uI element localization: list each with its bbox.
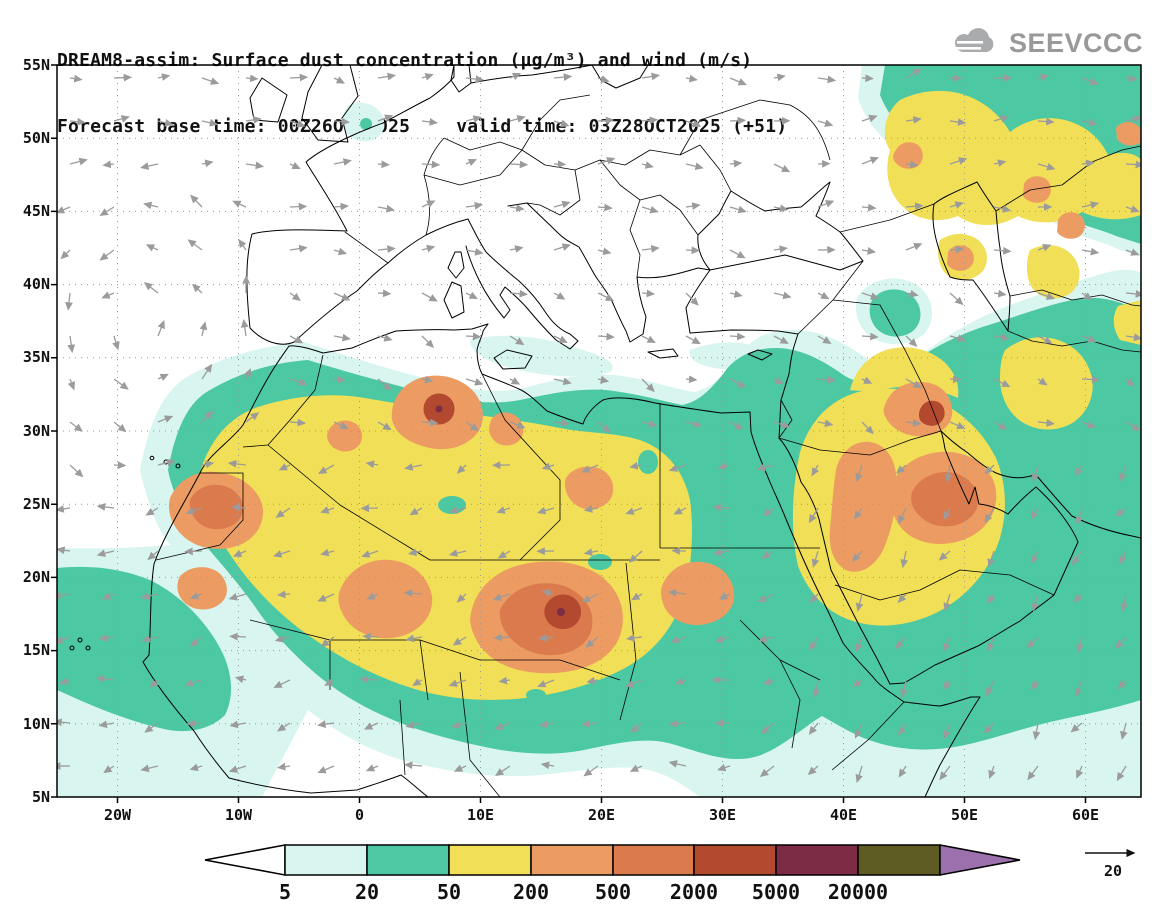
colorbar-label: 2000	[670, 880, 718, 904]
lat-tick-label: 25N	[23, 495, 50, 513]
colorbar-label: 50	[437, 880, 461, 904]
lon-tick-label: 50E	[951, 806, 978, 824]
lon-tick-label: 60E	[1072, 806, 1099, 824]
lat-tick-label: 5N	[32, 788, 50, 806]
lon-tick-label: 10E	[467, 806, 494, 824]
lat-tick-label: 55N	[23, 56, 50, 74]
colorbar-segment-7	[775, 844, 859, 876]
lon-tick-label: 0	[355, 806, 364, 824]
lat-tick-label: 30N	[23, 422, 50, 440]
lon-tick-label: 20W	[104, 806, 132, 824]
wind-reference-value: 20	[1104, 862, 1122, 880]
colorbar-segment-8	[857, 844, 941, 876]
colorbar-label: 20000	[828, 880, 888, 904]
colorbar-over-arrow	[939, 844, 1021, 876]
colorbar: 5 20 50 200 500 2000 5000 20000	[204, 844, 1021, 904]
colorbar-label: 5	[279, 880, 291, 904]
lon-tick-label: 30E	[709, 806, 736, 824]
lon-tick-label: 20E	[588, 806, 615, 824]
colorbar-segment-2	[366, 844, 450, 876]
cloud-icon	[950, 28, 994, 53]
colorbar-segment-5	[612, 844, 695, 876]
colorbar-segment-1	[284, 844, 368, 876]
colorbar-segment-6	[693, 844, 777, 876]
lat-axis-labels: 55N 50N 45N 40N 35N 30N 25N 20N 15N 10N …	[23, 56, 50, 806]
lon-tick-label: 40E	[830, 806, 857, 824]
colorbar-label: 500	[595, 880, 631, 904]
lat-tick-label: 15N	[23, 641, 50, 659]
wind-arrows	[57, 68, 1141, 784]
seevccc-logo: SEEVCCC	[949, 26, 1143, 60]
wind-reference: 20	[1085, 848, 1136, 880]
colorbar-segment-4	[530, 844, 614, 876]
lat-tick-label: 20N	[23, 568, 50, 586]
colorbar-segment-3	[448, 844, 532, 876]
logo-text: SEEVCCC	[1008, 27, 1143, 58]
lon-axis-labels: 20W 10W 0 10E 20E 30E 40E 50E 60E	[104, 806, 1099, 824]
lat-tick-label: 50N	[23, 129, 50, 147]
colorbar-label: 5000	[752, 880, 800, 904]
lat-tick-label: 10N	[23, 715, 50, 733]
colorbar-label: 20	[355, 880, 379, 904]
lat-tick-label: 35N	[23, 348, 50, 366]
lon-tick-label: 10W	[225, 806, 253, 824]
colorbar-under-arrow	[204, 844, 286, 876]
lat-tick-label: 45N	[23, 202, 50, 220]
lat-tick-label: 40N	[23, 275, 50, 293]
axis-ticks	[51, 64, 1087, 803]
country-borders	[155, 94, 1141, 797]
colorbar-label: 200	[513, 880, 549, 904]
colorbar-labels: 5 20 50 200 500 2000 5000 20000	[279, 880, 888, 904]
